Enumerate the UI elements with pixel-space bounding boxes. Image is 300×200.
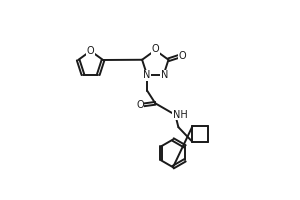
Text: NH: NH [172, 110, 187, 120]
Text: O: O [136, 100, 144, 110]
Text: O: O [87, 46, 94, 56]
Text: O: O [179, 51, 186, 61]
Text: N: N [160, 70, 168, 80]
Text: O: O [152, 44, 159, 54]
Text: N: N [143, 70, 150, 80]
